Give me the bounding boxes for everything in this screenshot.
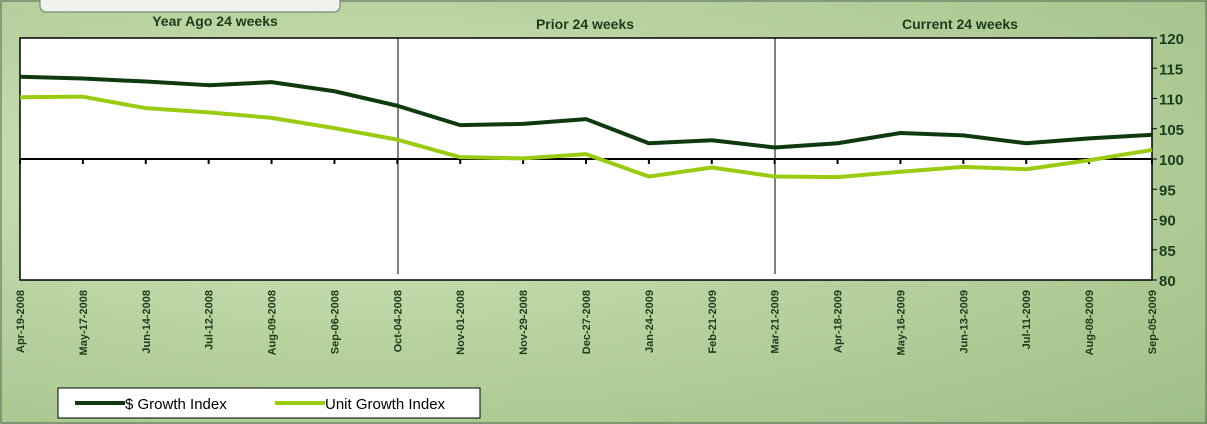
section-label: Current 24 weeks [902, 16, 1018, 32]
x-tick-label: Aug-09-2008 [267, 290, 279, 355]
x-tick-label: Sep-06-2008 [329, 290, 341, 354]
x-tick-label: Nov-29-2008 [518, 290, 530, 355]
x-tick-label: Feb-21-2009 [707, 290, 719, 354]
y-tick-label: 115 [1159, 61, 1183, 78]
section-label: Prior 24 weeks [536, 16, 634, 32]
x-tick-label: Apr-19-2008 [15, 290, 27, 353]
x-tick-label: Jul-11-2009 [1021, 290, 1033, 349]
section-label: Year Ago 24 weeks [152, 13, 278, 29]
y-tick-label: 80 [1159, 273, 1176, 290]
page: Year Ago 24 weeks Prior 24 weeks Current… [0, 0, 1207, 424]
x-tick-label: Apr-18-2009 [833, 290, 845, 353]
chart: Year Ago 24 weeks Prior 24 weeks Current… [0, 0, 1207, 424]
x-tick-label: Jul-12-2008 [204, 290, 216, 350]
y-tick-label: 110 [1159, 92, 1183, 109]
x-tick-label: Oct-04-2008 [392, 290, 404, 352]
x-tick-label: Dec-27-2008 [581, 290, 593, 354]
x-tick-label: Jan-24-2009 [644, 290, 656, 353]
x-tick-label: Jun-14-2008 [141, 290, 153, 354]
y-tick-label: 105 [1159, 122, 1184, 139]
x-tick-label: Mar-21-2009 [770, 290, 782, 354]
legend-label: $ Growth Index [125, 396, 227, 413]
x-tick-label: Nov-01-2008 [455, 290, 467, 355]
legend-label: Unit Growth Index [325, 396, 446, 413]
x-tick-label: May-17-2008 [78, 290, 90, 355]
x-tick-label: Aug-08-2009 [1084, 290, 1096, 355]
x-tick-label: May-16-2009 [895, 290, 907, 355]
y-tick-label: 85 [1159, 243, 1176, 260]
y-tick-label: 90 [1159, 213, 1176, 230]
y-tick-label: 100 [1159, 152, 1184, 169]
y-tick-label: 120 [1159, 31, 1184, 48]
y-tick-label: 95 [1159, 182, 1176, 199]
x-tick-label: Jun-13-2009 [958, 290, 970, 354]
tab [40, 0, 340, 12]
x-tick-label: Sep-05-2009 [1147, 290, 1159, 354]
